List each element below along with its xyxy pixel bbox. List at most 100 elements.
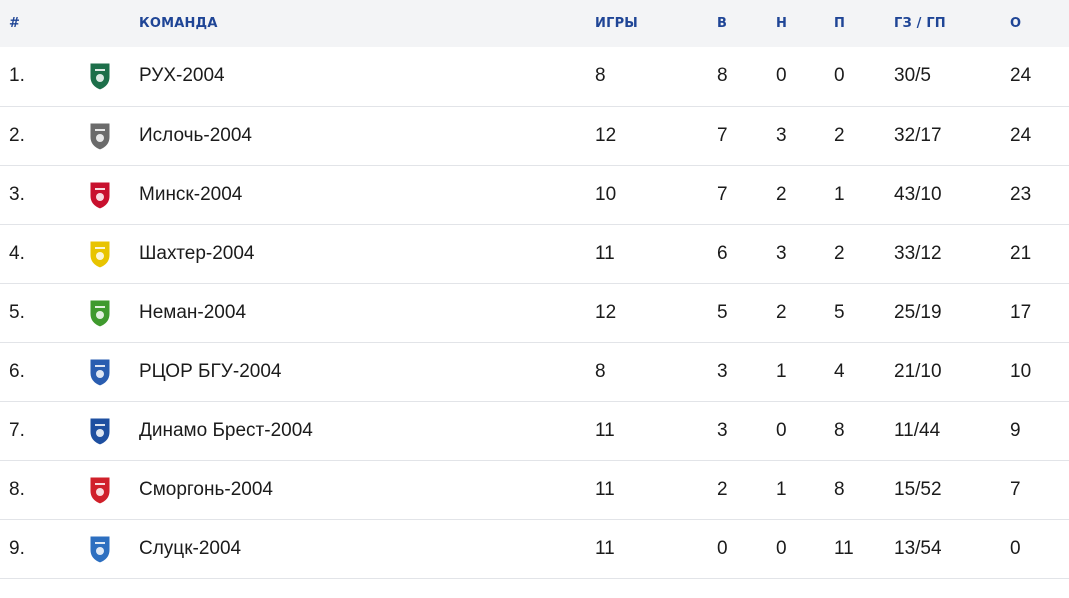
row-games: 11 (595, 419, 615, 441)
row-draws: 1 (776, 360, 787, 382)
shakhtar-crest-icon[interactable] (87, 239, 113, 269)
row-position: 7. (9, 419, 25, 441)
row-position: 5. (9, 301, 25, 323)
row-losses: 0 (834, 65, 845, 87)
row-points: 10 (1010, 360, 1032, 382)
row-games: 11 (595, 242, 615, 264)
row-draws: 0 (776, 65, 787, 87)
row-position: 8. (9, 478, 25, 500)
row-draws: 1 (776, 478, 787, 500)
row-games: 11 (595, 478, 615, 500)
header-games[interactable]: ИГРЫ (595, 16, 638, 31)
row-wins: 7 (717, 183, 728, 205)
row-wins: 2 (717, 478, 728, 500)
row-losses: 4 (834, 360, 845, 382)
header-position: # (9, 16, 21, 31)
row-goals: 30/5 (894, 65, 931, 87)
row-position: 4. (9, 242, 25, 264)
slutsk-crest-icon[interactable] (87, 534, 113, 564)
standings-table: # КОМАНДА ИГРЫ В Н П ГЗ / ГП О 1. РУХ-20… (0, 0, 1069, 578)
row-logo-cell (87, 47, 139, 106)
row-team-name[interactable]: Слуцк-2004 (139, 537, 242, 559)
row-losses: 11 (834, 537, 854, 559)
row-draws: 0 (776, 537, 787, 559)
row-team-name[interactable]: Шахтер-2004 (139, 242, 255, 264)
row-position: 9. (9, 537, 25, 559)
table-row[interactable]: 6. РЦОР БГУ-2004 8 3 1 4 21/10 10 (0, 342, 1069, 401)
row-draws: 3 (776, 124, 787, 146)
table-row[interactable]: 4. Шахтер-2004 11 6 3 2 33/12 21 (0, 224, 1069, 283)
isloch-crest-icon[interactable] (87, 121, 113, 151)
row-position: 2. (9, 124, 25, 146)
row-team-name[interactable]: Минск-2004 (139, 183, 243, 205)
row-position: 1. (9, 65, 25, 87)
row-logo-cell (87, 342, 139, 401)
row-goals: 21/10 (894, 360, 942, 382)
row-goals: 25/19 (894, 301, 942, 323)
row-wins: 3 (717, 360, 728, 382)
table-row[interactable]: 8. Сморгонь-2004 11 2 1 8 15/52 7 (0, 460, 1069, 519)
table-row[interactable]: 1. РУХ-2004 8 8 0 0 30/5 24 (0, 47, 1069, 106)
header-draws[interactable]: Н (776, 16, 788, 31)
header-team[interactable]: КОМАНДА (139, 16, 218, 31)
row-games: 11 (595, 537, 615, 559)
row-draws: 0 (776, 419, 787, 441)
neman-crest-icon[interactable] (87, 298, 113, 328)
table-row[interactable]: 7. Динамо Брест-2004 11 3 0 8 11/44 9 (0, 401, 1069, 460)
table-row[interactable]: 3. Минск-2004 10 7 2 1 43/10 23 (0, 165, 1069, 224)
smorgon-crest-icon[interactable] (87, 475, 113, 505)
row-team-name[interactable]: Сморгонь-2004 (139, 478, 273, 500)
row-losses: 5 (834, 301, 845, 323)
row-wins: 8 (717, 65, 728, 87)
row-goals: 32/17 (894, 124, 942, 146)
row-games: 8 (595, 360, 606, 382)
row-team-name[interactable]: Неман-2004 (139, 301, 247, 323)
row-logo-cell (87, 283, 139, 342)
row-team-name[interactable]: Ислочь-2004 (139, 124, 252, 146)
row-position: 3. (9, 183, 25, 205)
row-games: 12 (595, 301, 617, 323)
row-team-name[interactable]: РУХ-2004 (139, 65, 225, 87)
bgu-crest-icon[interactable] (87, 357, 113, 387)
row-losses: 2 (834, 242, 845, 264)
dinamo-brest-crest-icon[interactable] (87, 416, 113, 446)
row-logo-cell (87, 519, 139, 578)
header-points[interactable]: О (1010, 16, 1022, 31)
row-logo-cell (87, 401, 139, 460)
row-draws: 2 (776, 301, 787, 323)
row-points: 24 (1010, 124, 1032, 146)
row-points: 17 (1010, 301, 1032, 323)
row-goals: 33/12 (894, 242, 942, 264)
row-logo-cell (87, 224, 139, 283)
header-row: # КОМАНДА ИГРЫ В Н П ГЗ / ГП О (0, 0, 1069, 47)
row-losses: 1 (834, 183, 845, 205)
header-wins[interactable]: В (717, 16, 728, 31)
standings-body: 1. РУХ-2004 8 8 0 0 30/5 24 2. (0, 47, 1069, 578)
row-wins: 6 (717, 242, 728, 264)
header-losses[interactable]: П (834, 16, 846, 31)
row-wins: 5 (717, 301, 728, 323)
table-row[interactable]: 5. Неман-2004 12 5 2 5 25/19 17 (0, 283, 1069, 342)
row-logo-cell (87, 106, 139, 165)
row-wins: 0 (717, 537, 728, 559)
row-points: 9 (1010, 419, 1021, 441)
header-goals[interactable]: ГЗ / ГП (894, 16, 946, 31)
table-row[interactable]: 2. Ислочь-2004 12 7 3 2 32/17 24 (0, 106, 1069, 165)
row-wins: 3 (717, 419, 728, 441)
row-points: 7 (1010, 478, 1021, 500)
header-logo-spacer (87, 0, 139, 47)
row-goals: 11/44 (894, 419, 941, 441)
row-goals: 43/10 (894, 183, 942, 205)
row-points: 21 (1010, 242, 1032, 264)
row-wins: 7 (717, 124, 728, 146)
row-team-name[interactable]: РЦОР БГУ-2004 (139, 360, 282, 382)
row-losses: 8 (834, 419, 845, 441)
row-team-name[interactable]: Динамо Брест-2004 (139, 419, 313, 441)
ruh-crest-icon[interactable] (87, 61, 113, 91)
row-goals: 15/52 (894, 478, 942, 500)
row-points: 23 (1010, 183, 1032, 205)
minsk-crest-icon[interactable] (87, 180, 113, 210)
standings-header: # КОМАНДА ИГРЫ В Н П ГЗ / ГП О (0, 0, 1069, 47)
table-row[interactable]: 9. Слуцк-2004 11 0 0 11 13/54 0 (0, 519, 1069, 578)
row-position: 6. (9, 360, 25, 382)
